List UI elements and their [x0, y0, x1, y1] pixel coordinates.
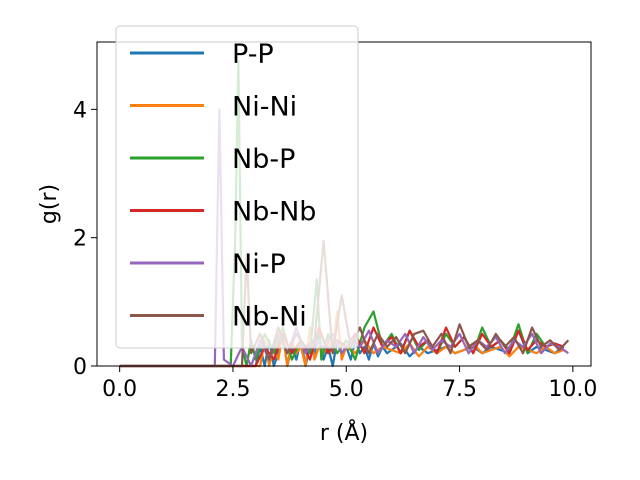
x-axis-label: r (Å) — [320, 419, 368, 446]
legend: P-P Ni-Ni Nb-P Nb-Nb Ni-P Nb-Ni — [115, 25, 359, 349]
legend-label-p-p: P-P — [232, 39, 274, 70]
legend-box — [115, 25, 359, 349]
legend-label-ni-p: Ni-P — [232, 249, 286, 280]
ticks-layer: 0.0 2.5 5.0 7.5 10.0 0 2 4 — [73, 98, 597, 402]
x-tick-label: 2.5 — [215, 377, 250, 402]
legend-label-ni-ni: Ni-Ni — [232, 92, 297, 123]
legend-entries: P-P Ni-Ni Nb-P Nb-Nb Ni-P Nb-Ni — [130, 39, 316, 333]
x-tick-label: 0.0 — [102, 377, 137, 402]
x-tick-label: 10.0 — [548, 377, 597, 402]
x-tick-label: 7.5 — [442, 377, 477, 402]
y-tick-label: 4 — [73, 98, 87, 123]
legend-label-nb-nb: Nb-Nb — [232, 197, 316, 228]
x-tick-label: 5.0 — [329, 377, 364, 402]
legend-label-nb-ni: Nb-Ni — [232, 302, 307, 333]
y-axis-label: g(r) — [37, 184, 62, 224]
y-tick-label: 2 — [73, 227, 87, 252]
legend-label-nb-p: Nb-P — [232, 144, 295, 175]
y-tick-label: 0 — [73, 355, 87, 380]
